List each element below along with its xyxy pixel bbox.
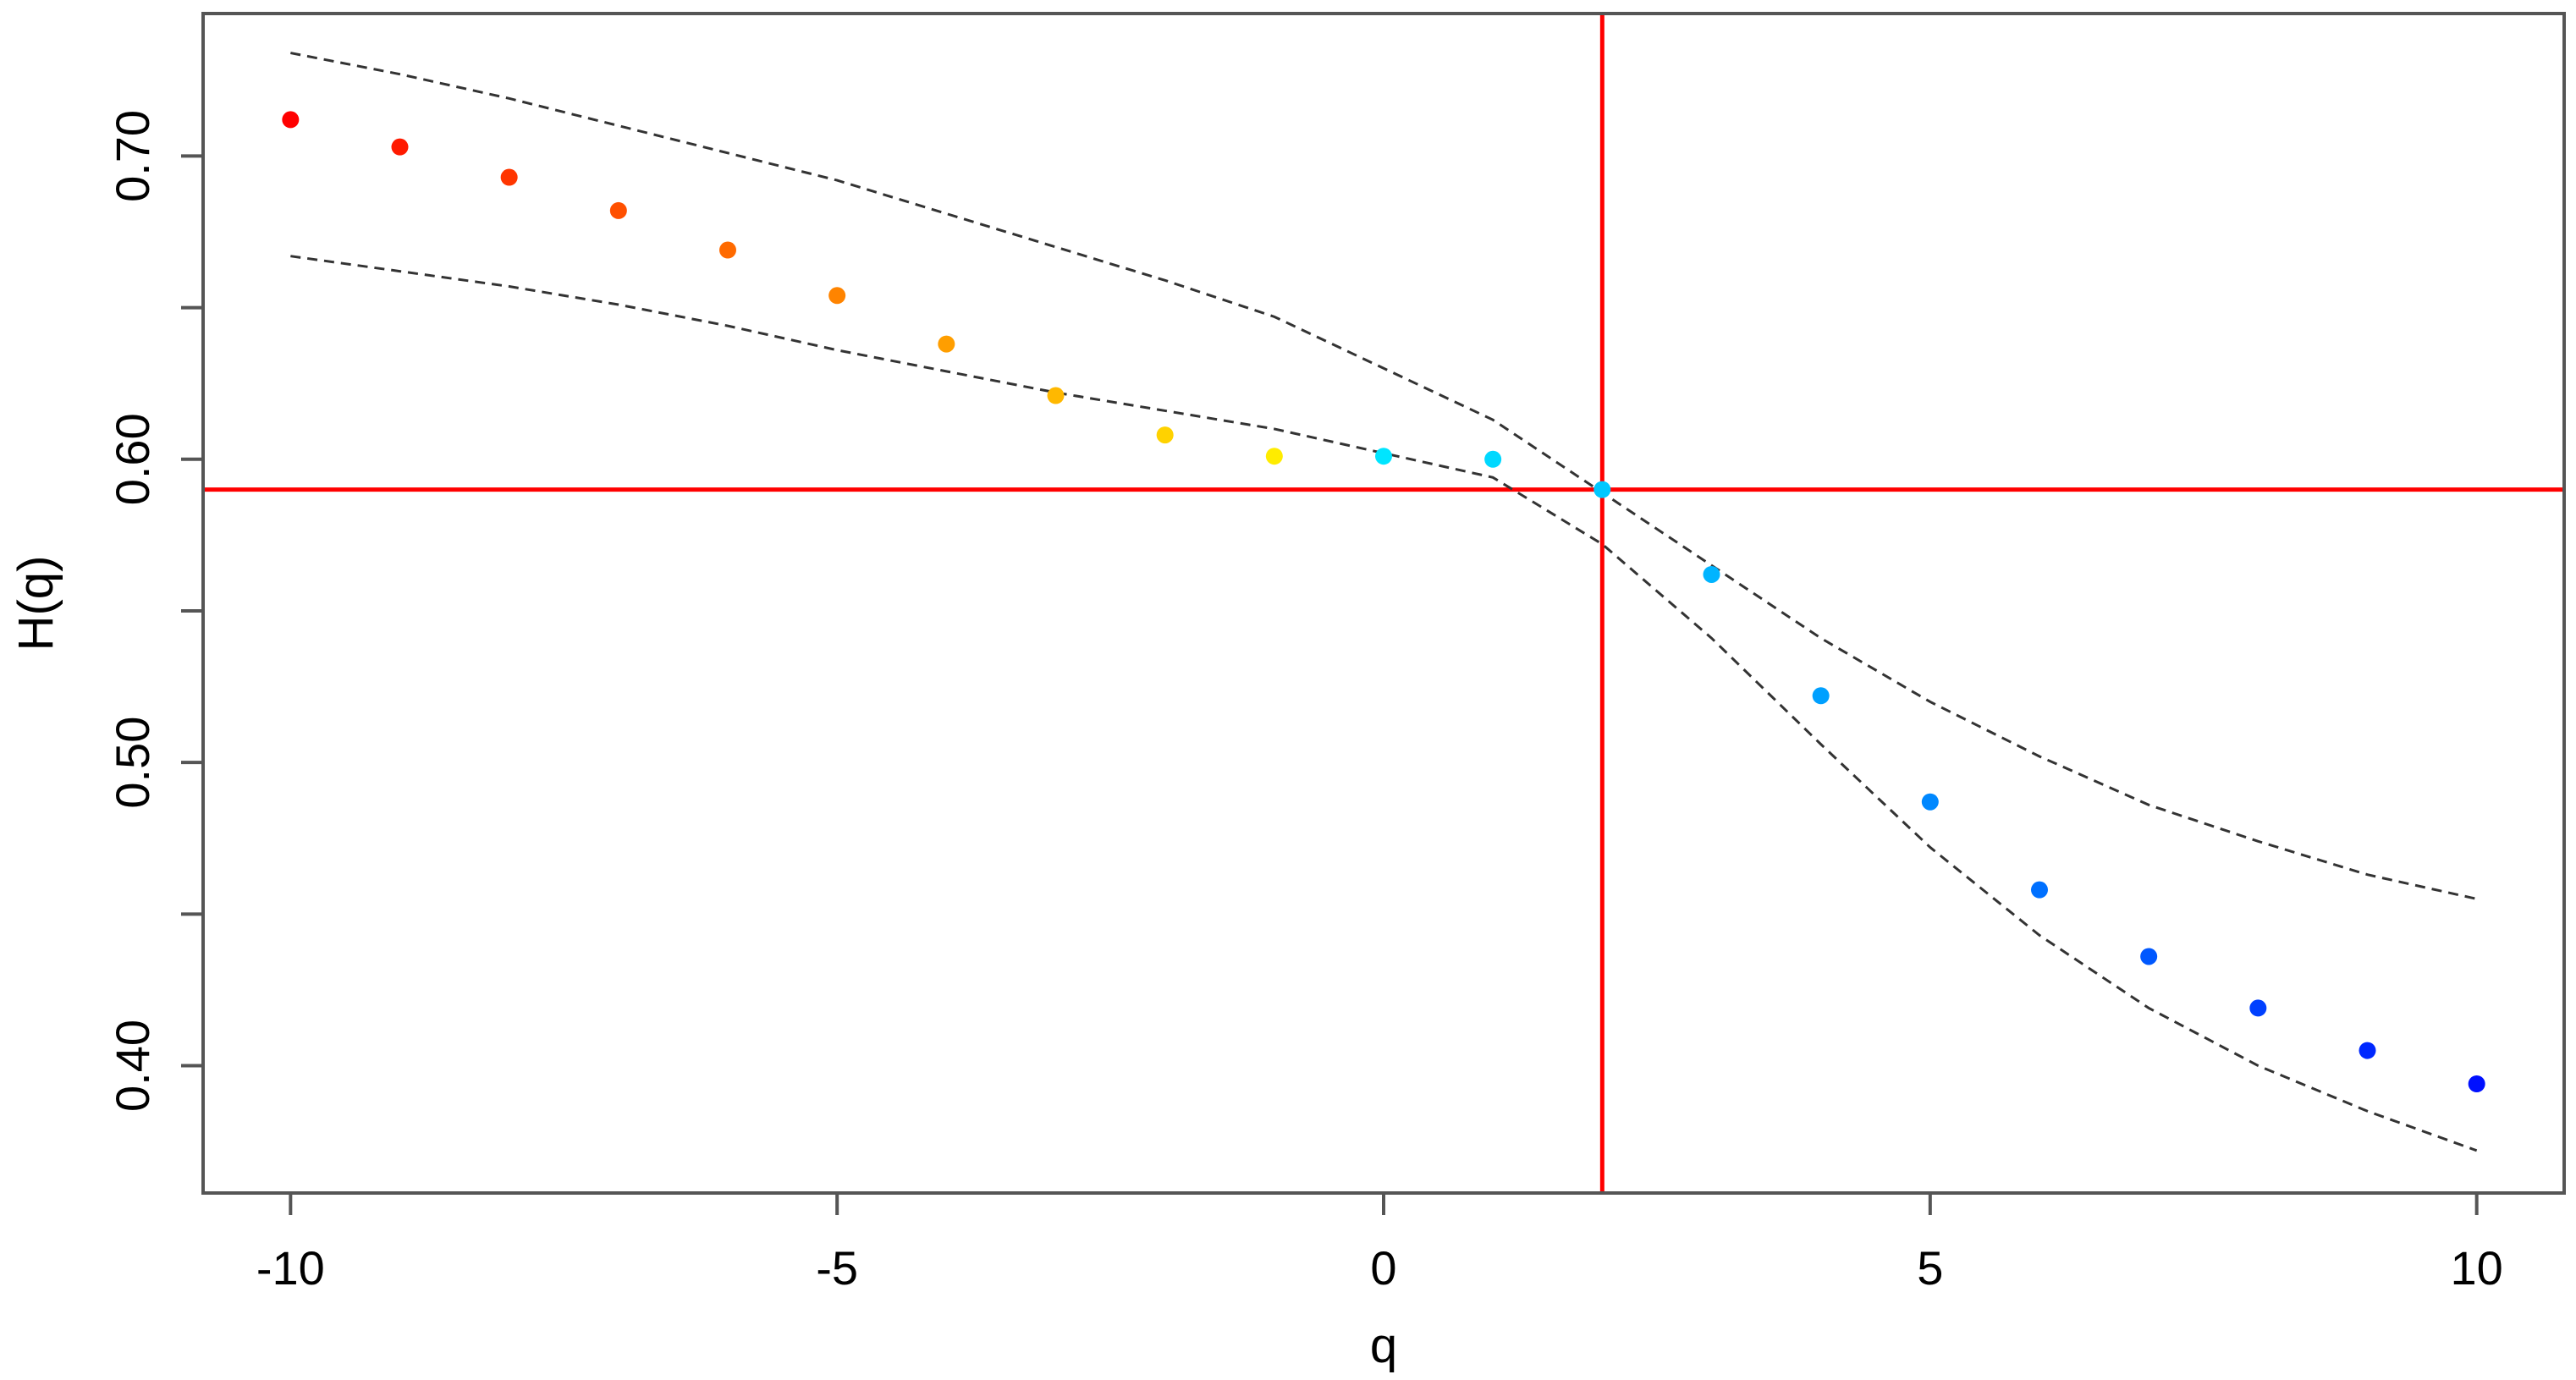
data-point bbox=[1921, 793, 1939, 811]
data-point bbox=[2359, 1042, 2376, 1059]
data-point bbox=[2031, 881, 2048, 899]
data-point bbox=[2468, 1075, 2485, 1092]
x-tick-label: 0 bbox=[1370, 1241, 1396, 1295]
data-point bbox=[609, 201, 627, 219]
data-point bbox=[719, 241, 736, 259]
data-point bbox=[2140, 948, 2158, 965]
data-point bbox=[1593, 481, 1611, 498]
data-point bbox=[391, 138, 409, 156]
x-tick-label: -5 bbox=[816, 1241, 858, 1295]
data-point bbox=[1484, 450, 1502, 468]
data-point bbox=[828, 287, 846, 305]
x-axis: -10 -5 0 5 10 bbox=[256, 1193, 2503, 1295]
data-point bbox=[1156, 426, 1174, 444]
data-point bbox=[1812, 687, 1830, 705]
data-point bbox=[500, 168, 518, 186]
data-point bbox=[1375, 448, 1392, 465]
x-axis-label: q bbox=[1370, 1318, 1397, 1373]
data-point bbox=[282, 111, 300, 129]
y-tick-label: 0.50 bbox=[106, 717, 159, 809]
x-tick-label: -10 bbox=[256, 1241, 325, 1295]
y-axis: 0.40 0.50 0.60 0.70 bbox=[106, 110, 203, 1112]
x-tick-label: 10 bbox=[2451, 1241, 2503, 1295]
y-tick-label: 0.60 bbox=[106, 413, 159, 505]
x-tick-label: 5 bbox=[1917, 1241, 1943, 1295]
y-axis-label: H(q) bbox=[8, 556, 63, 652]
data-point bbox=[1703, 565, 1720, 583]
data-point bbox=[1265, 448, 1283, 465]
y-tick-label: 0.70 bbox=[106, 110, 159, 202]
data-point bbox=[938, 335, 955, 353]
upper-confidence-band-line bbox=[290, 52, 2477, 900]
y-tick-label: 0.40 bbox=[106, 1020, 159, 1112]
data-point bbox=[2249, 999, 2267, 1017]
plot-area bbox=[203, 14, 2564, 1193]
data-point bbox=[1047, 387, 1065, 404]
